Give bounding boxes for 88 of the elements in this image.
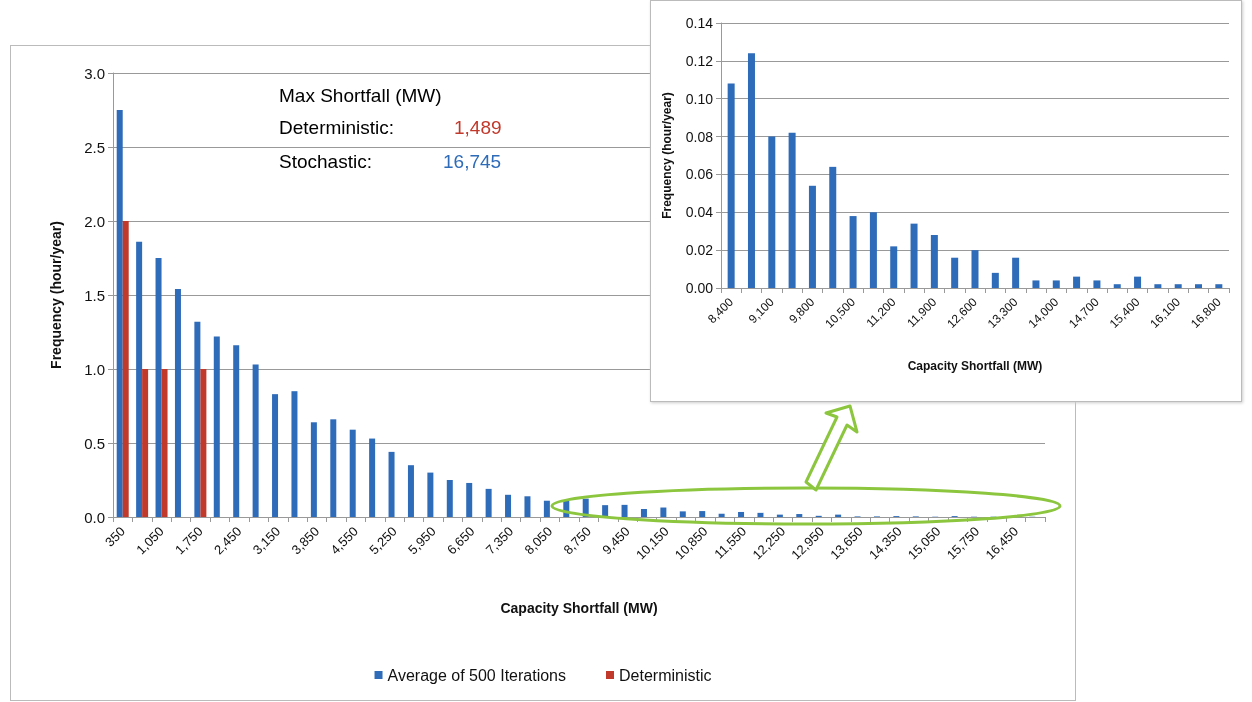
bar — [679, 511, 686, 517]
bar — [466, 482, 473, 517]
bar — [1154, 284, 1162, 288]
annotation: 1,489 — [454, 117, 502, 138]
x-axis-title: Capacity Shortfall (MW) — [500, 600, 658, 616]
y-tick-label: 2.5 — [84, 138, 105, 156]
y-axis-title: Frequency (hour/year) — [48, 221, 64, 369]
y-tick-label: 3.0 — [84, 64, 105, 82]
legend-label: Average of 500 Iterations — [387, 666, 567, 684]
bar — [1052, 280, 1060, 288]
y-tick-label: 0.5 — [84, 434, 105, 452]
bar — [910, 223, 918, 288]
bar — [747, 53, 755, 288]
bar — [1113, 284, 1121, 288]
bar — [194, 321, 201, 517]
x-axis-title: Capacity Shortfall (MW) — [907, 359, 1043, 373]
bar — [369, 438, 376, 517]
y-tick-label: 0.0 — [84, 508, 105, 526]
bar — [485, 488, 492, 517]
bar — [808, 185, 816, 288]
bar — [407, 465, 414, 517]
bar — [757, 512, 764, 517]
annotation: Deterministic: — [279, 117, 395, 138]
y-tick-label: 0.08 — [685, 128, 714, 145]
bar — [971, 250, 979, 288]
bar — [991, 272, 999, 288]
y-tick-label: 0.00 — [685, 280, 714, 296]
bar — [1134, 276, 1142, 288]
bar — [951, 257, 959, 288]
bar — [252, 364, 259, 517]
bar — [768, 136, 776, 288]
bar — [1032, 280, 1040, 288]
bar — [524, 496, 531, 517]
y-tick-label: 2.0 — [84, 212, 105, 230]
bar — [200, 369, 207, 517]
bar — [890, 246, 898, 288]
bar — [1012, 257, 1020, 288]
bar — [330, 419, 337, 517]
bar — [388, 451, 395, 517]
bar — [718, 513, 725, 517]
bar — [660, 507, 667, 517]
bar — [796, 514, 803, 517]
bar — [427, 472, 434, 517]
bar — [310, 422, 317, 517]
bar — [1093, 280, 1101, 288]
bar — [142, 369, 149, 517]
bar — [233, 345, 240, 517]
y-tick-label: 0.12 — [685, 52, 714, 69]
bar — [161, 369, 168, 517]
y-tick-label: 0.04 — [685, 204, 714, 221]
y-tick-label: 0.06 — [685, 166, 714, 183]
bar — [291, 391, 298, 517]
bar — [116, 110, 123, 517]
bar — [738, 511, 745, 517]
bar — [640, 509, 647, 517]
bar — [829, 166, 837, 288]
y-tick-label: 0.10 — [685, 90, 714, 107]
bar — [155, 258, 162, 517]
bar — [1215, 284, 1223, 288]
x-tick-label: 350 — [102, 523, 129, 550]
y-axis-title: Frequency (hour/year) — [660, 92, 674, 219]
bar — [446, 480, 453, 517]
bar — [213, 336, 220, 517]
y-tick-label: 0.14 — [685, 15, 714, 31]
bar — [1195, 284, 1203, 288]
bar — [505, 494, 512, 517]
bar — [869, 212, 877, 288]
bar — [349, 429, 356, 517]
bar — [272, 394, 279, 517]
bar — [174, 289, 181, 517]
bar — [699, 511, 706, 517]
bar — [122, 221, 129, 517]
bar — [136, 241, 143, 517]
bar — [727, 83, 735, 288]
bar — [1073, 276, 1081, 288]
annotation: Max Shortfall (MW) — [279, 85, 442, 106]
bar — [930, 235, 938, 288]
legend-label: Deterministic — [619, 666, 712, 684]
bar — [621, 504, 628, 517]
annotation: 16,745 — [443, 151, 502, 172]
bar — [849, 216, 857, 288]
y-tick-label: 0.02 — [685, 242, 714, 259]
annotation: Stochastic: — [279, 151, 372, 172]
bar — [1174, 284, 1182, 288]
bar — [788, 132, 796, 288]
y-tick-label: 1.5 — [84, 286, 105, 304]
y-tick-label: 1.0 — [84, 360, 105, 378]
bar — [543, 500, 550, 517]
